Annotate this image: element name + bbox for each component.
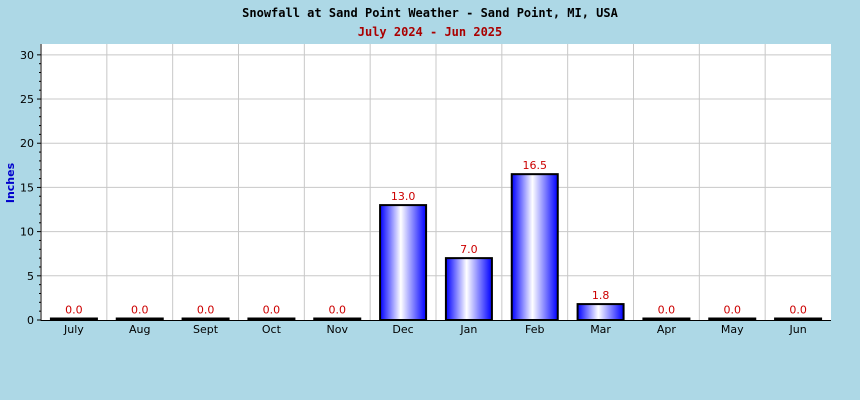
bar-value-label: 1.8 [592, 289, 610, 302]
y-tick-label: 0 [27, 314, 34, 327]
bar-value-label: 0.0 [329, 304, 347, 317]
bar-apr [642, 317, 691, 321]
y-tick-label: 10 [20, 226, 34, 239]
bar-value-label: 13.0 [391, 190, 416, 203]
bar-dec [379, 204, 428, 321]
x-tick-label: Oct [262, 323, 282, 336]
bar-sept [181, 317, 230, 321]
x-tick-label: May [721, 323, 744, 336]
bar-value-label: 0.0 [131, 304, 149, 317]
y-tick-label: 30 [20, 49, 34, 62]
bar-mar [576, 303, 625, 322]
bar-jun [774, 317, 823, 321]
bar-nov [313, 317, 362, 321]
x-tick-label: Dec [392, 323, 413, 336]
x-tick-label: Aug [129, 323, 150, 336]
bar-july [49, 317, 98, 321]
bar-value-label: 16.5 [523, 159, 548, 172]
bar-feb [510, 173, 559, 321]
chart-title: Snowfall at Sand Point Weather - Sand Po… [242, 6, 618, 20]
bar-value-label: 0.0 [197, 304, 215, 317]
x-tick-label: Jan [459, 323, 477, 336]
x-tick-label: July [63, 323, 84, 336]
grid-lines [41, 44, 831, 320]
x-tick-label: Jun [788, 323, 806, 336]
bar-value-label: 0.0 [658, 304, 676, 317]
bar-value-label: 0.0 [724, 304, 742, 317]
y-tick-label: 20 [20, 137, 34, 150]
axes: 0 5 10 15 20 25 30 July Aug Sept Oct Nov Dec Jan Feb Ma… [20, 44, 831, 336]
bar-value-label: 0.0 [263, 304, 281, 317]
x-tick-label: Mar [590, 323, 611, 336]
x-tick-label: Apr [657, 323, 677, 336]
bar-value-label: 0.0 [65, 304, 83, 317]
x-tick-label: Sept [193, 323, 219, 336]
bar-may [708, 317, 757, 321]
y-axis-label: Inches [4, 162, 17, 203]
bar-aug [115, 317, 164, 321]
y-tick-label: 25 [20, 93, 34, 106]
bar-value-label: 0.0 [789, 304, 807, 317]
y-tick-label: 5 [27, 270, 34, 283]
bar-oct [247, 317, 296, 321]
bar-value-label: 7.0 [460, 243, 478, 256]
y-tick-label: 15 [20, 181, 34, 194]
x-tick-label: Feb [525, 323, 544, 336]
bar-jan [444, 257, 493, 321]
x-tick-label: Nov [327, 323, 349, 336]
chart-subtitle: July 2024 - Jun 2025 [358, 25, 503, 39]
